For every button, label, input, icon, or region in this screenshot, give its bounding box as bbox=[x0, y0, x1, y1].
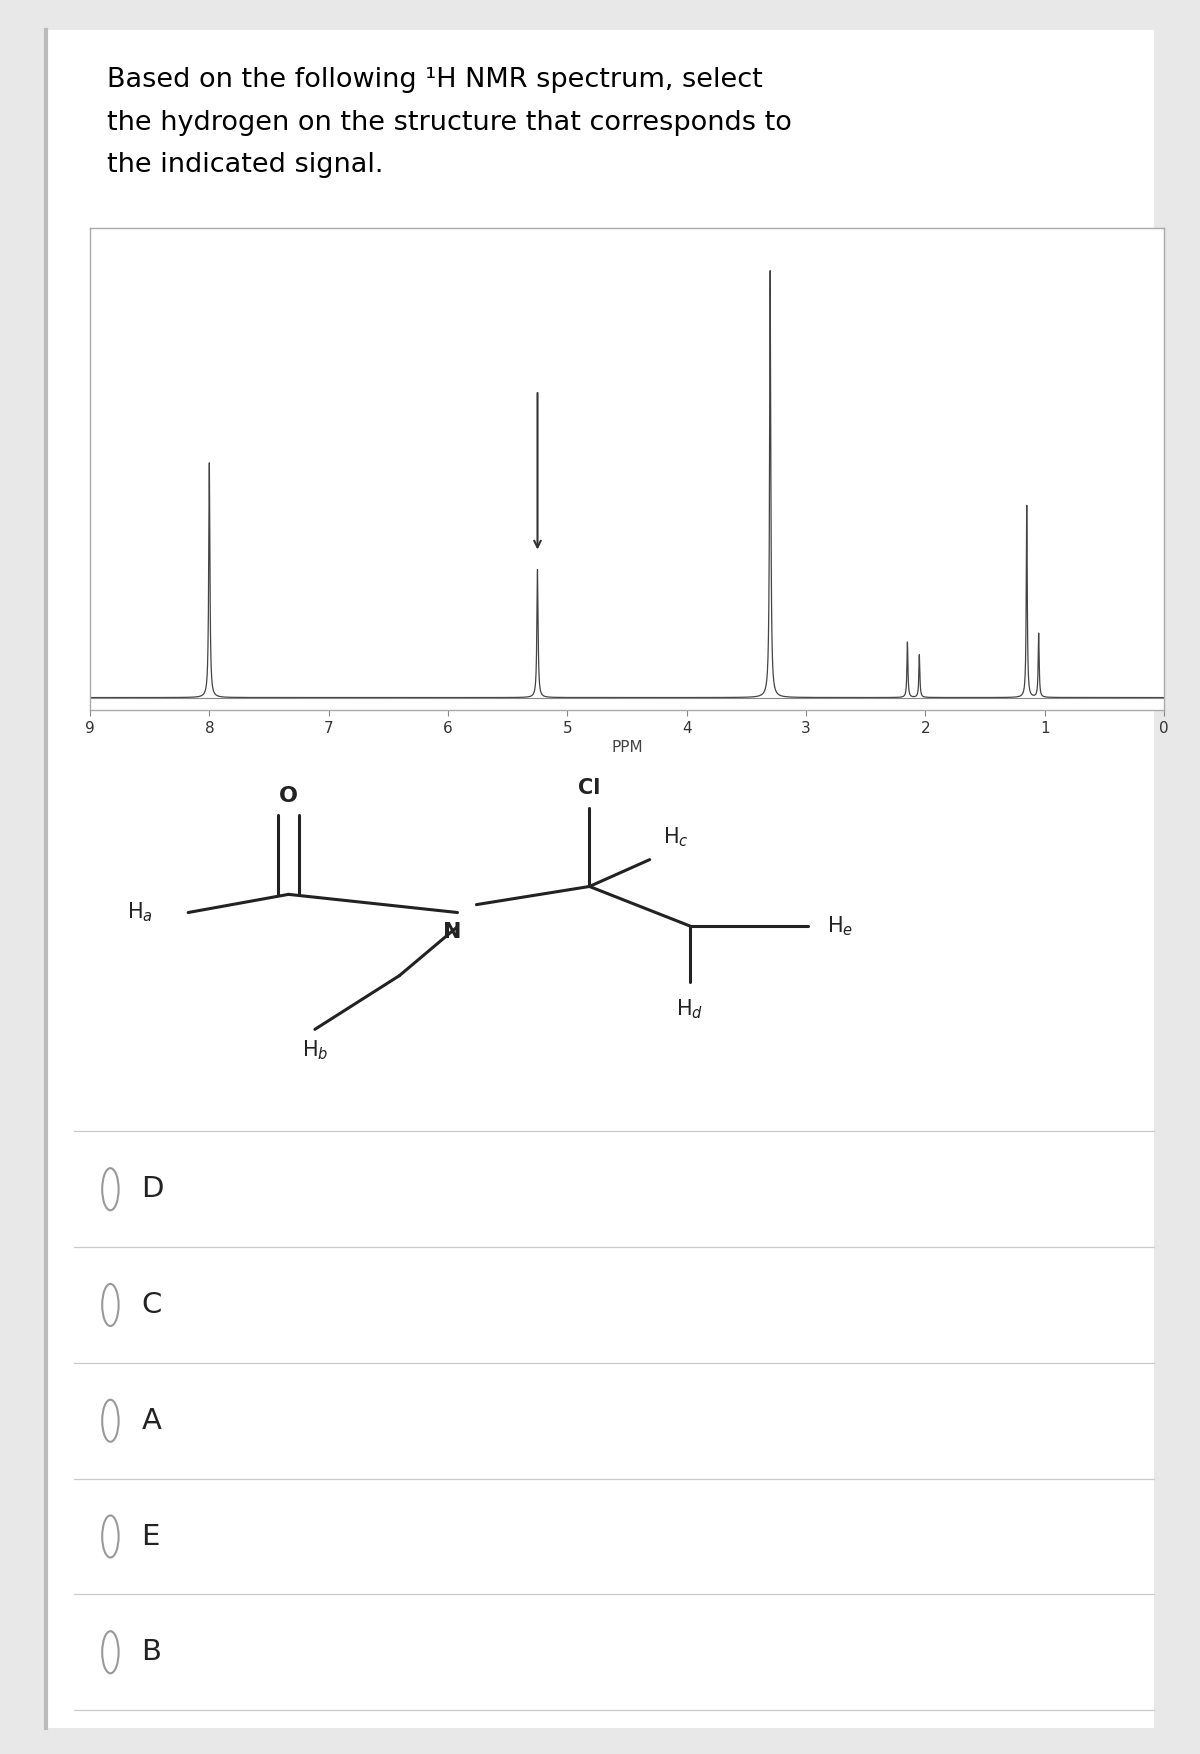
Text: H$_a$: H$_a$ bbox=[127, 902, 154, 924]
Text: H$_d$: H$_d$ bbox=[676, 998, 703, 1021]
Text: A: A bbox=[142, 1407, 162, 1435]
Text: the indicated signal.: the indicated signal. bbox=[107, 153, 383, 179]
Text: B: B bbox=[142, 1638, 162, 1666]
Text: Based on the following ¹H NMR spectrum, select: Based on the following ¹H NMR spectrum, … bbox=[107, 67, 762, 93]
X-axis label: PPM: PPM bbox=[611, 740, 643, 754]
Text: E: E bbox=[142, 1522, 160, 1551]
Text: D: D bbox=[142, 1175, 164, 1203]
Text: Cl: Cl bbox=[578, 779, 601, 798]
Text: the hydrogen on the structure that corresponds to: the hydrogen on the structure that corre… bbox=[107, 109, 792, 135]
Text: H$_b$: H$_b$ bbox=[301, 1038, 328, 1063]
Text: H$_e$: H$_e$ bbox=[827, 914, 853, 938]
Text: H$_c$: H$_c$ bbox=[664, 826, 689, 849]
Text: N: N bbox=[443, 923, 462, 942]
Text: C: C bbox=[142, 1291, 162, 1319]
Text: O: O bbox=[278, 786, 298, 807]
